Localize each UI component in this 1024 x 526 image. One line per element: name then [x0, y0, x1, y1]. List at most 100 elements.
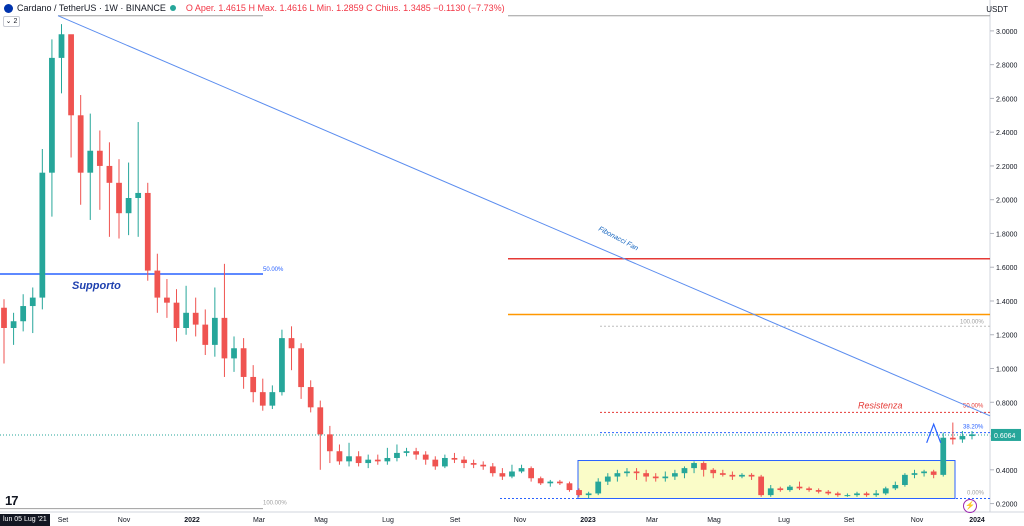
candle-body	[806, 488, 812, 491]
y-tick-label: 2.8000	[996, 63, 1018, 70]
candle-body	[413, 451, 419, 455]
candle-body	[547, 481, 554, 484]
candle-body	[259, 392, 266, 406]
y-tick-label: 0.2000	[996, 502, 1018, 509]
candle-body	[403, 451, 410, 453]
candle-body	[173, 302, 180, 328]
candle-body	[298, 348, 304, 388]
candle-body	[39, 172, 46, 298]
candle-body	[509, 471, 515, 477]
x-tick-label: Nov	[118, 517, 131, 524]
candle-body	[451, 457, 458, 460]
candle-body	[595, 481, 602, 494]
x-tick-label: Set	[844, 517, 855, 524]
fibonacci-fan-label: Fibonacci Fan	[597, 226, 639, 253]
resistance-label: Resistenza	[858, 400, 903, 410]
candle-body	[183, 312, 189, 328]
candle-body	[135, 192, 142, 199]
fib-382-label: 38.20%	[963, 425, 984, 431]
candle-body	[815, 490, 822, 492]
candle-body	[902, 474, 908, 485]
x-tick-label: Mag	[707, 517, 721, 524]
candle-body	[125, 198, 132, 214]
candle-body	[882, 488, 889, 494]
candle-body	[384, 457, 391, 462]
candle-body	[873, 493, 880, 496]
candle-body	[691, 463, 697, 469]
candle-body	[250, 376, 257, 393]
candle-body	[719, 473, 726, 475]
candle-body	[29, 297, 36, 307]
crosshair-date-badge: lun 05 Lug '21	[0, 514, 50, 526]
currency-label[interactable]: USDT	[986, 5, 1008, 14]
candle-body	[154, 270, 161, 298]
last-price-badge	[991, 428, 1021, 441]
candle-body	[681, 468, 688, 474]
consolidation-box	[577, 460, 956, 499]
candle-body	[576, 490, 582, 496]
candle-body	[614, 473, 621, 477]
candle-body	[662, 476, 669, 479]
x-tick-label: 2022	[184, 517, 200, 524]
candle-body	[921, 471, 927, 474]
candle-body	[374, 459, 381, 462]
candle-body	[834, 493, 841, 496]
y-tick-label: 0.4000	[996, 468, 1018, 475]
candle-body	[787, 486, 793, 491]
indicator-collapse-button[interactable]: ⌄ 2	[3, 16, 20, 27]
x-tick-label: Lug	[382, 517, 394, 524]
candle-body	[77, 115, 84, 173]
last-price-value: 0.6064	[994, 433, 1016, 440]
symbol-title[interactable]: Cardano / TetherUS · 1W · BINANCE	[17, 3, 166, 13]
candle-body	[844, 495, 851, 497]
candle-body	[480, 464, 487, 467]
candle-body	[643, 473, 650, 477]
candle-body	[307, 387, 314, 408]
fib-50-right-label: 50.00%	[963, 403, 984, 409]
candle-body	[87, 150, 94, 173]
candle-body	[624, 471, 630, 474]
candle-body	[96, 150, 103, 166]
candle-body	[767, 488, 774, 496]
candle-body	[470, 463, 477, 465]
tradingview-logo: 17	[5, 493, 19, 508]
candle-body	[825, 491, 832, 494]
candle-body	[49, 57, 55, 173]
candle-body	[604, 476, 611, 482]
support-label: Supporto	[72, 280, 121, 292]
y-tick-label: 1.8000	[996, 231, 1018, 238]
candle-body	[566, 483, 573, 491]
x-tick-label: Nov	[514, 517, 527, 524]
y-tick-label: 0.8000	[996, 400, 1018, 407]
candle-body	[633, 471, 640, 474]
y-tick-label: 1.0000	[996, 367, 1018, 374]
lightning-icon[interactable]: ⚡	[963, 499, 977, 513]
candle-body	[231, 348, 237, 359]
fib-100-right-label: 100.00%	[960, 319, 984, 325]
candle-body	[499, 473, 506, 477]
candle-body	[777, 488, 784, 491]
candle-body	[796, 486, 803, 489]
y-tick-label: 3.0000	[996, 29, 1018, 36]
candle-body	[106, 165, 113, 183]
candle-body	[422, 454, 429, 460]
y-tick-label: 2.2000	[996, 164, 1018, 171]
candle-body	[557, 481, 563, 484]
candle-body	[164, 297, 170, 303]
candle-body	[116, 182, 122, 214]
candle-body	[192, 312, 199, 325]
x-tick-label: Set	[450, 517, 461, 524]
candle-body	[1, 307, 7, 328]
candle-body	[585, 493, 592, 496]
x-tick-label: 2023	[580, 517, 596, 524]
x-tick-label: Lug	[778, 517, 790, 524]
y-tick-label: 1.2000	[996, 333, 1018, 340]
candle-body	[211, 317, 218, 345]
fibonacci-fan-line	[57, 15, 991, 417]
candle-body	[68, 34, 74, 116]
candle-body	[336, 451, 343, 462]
x-tick-label: Mar	[646, 517, 659, 524]
fib-0-label: 0.00%	[967, 490, 985, 496]
